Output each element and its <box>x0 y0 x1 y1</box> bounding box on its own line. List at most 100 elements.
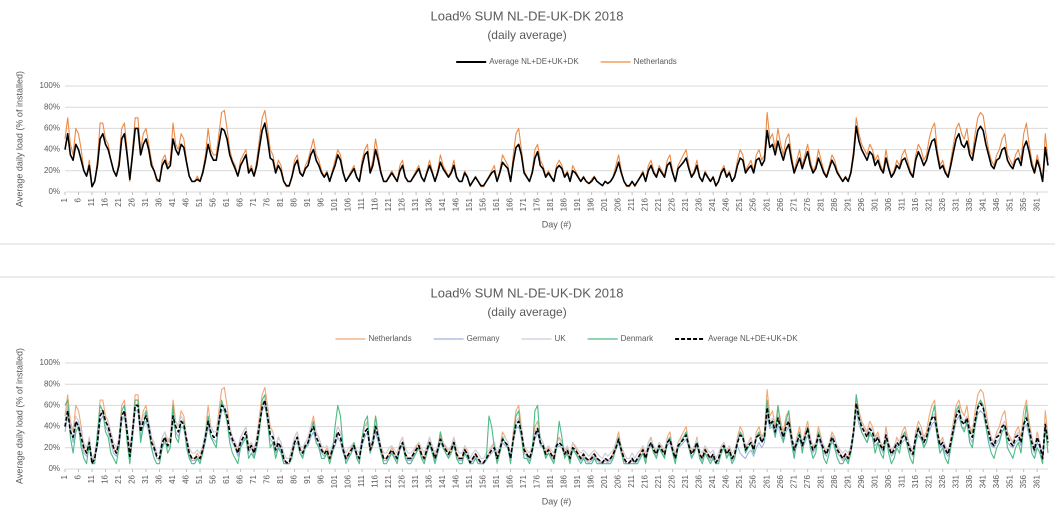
x-tick-label: 316 <box>911 197 920 211</box>
x-tick-label: 326 <box>938 197 947 211</box>
x-tick-label: 61 <box>222 197 231 206</box>
x-tick-label: 161 <box>492 197 501 211</box>
x-tick-label: 136 <box>425 197 434 211</box>
y-axis-label: Average daily load (% of installed) <box>14 71 24 207</box>
x-tick-label: 216 <box>641 474 650 488</box>
x-tick-label: 256 <box>749 474 758 488</box>
x-tick-label: 221 <box>654 197 663 211</box>
x-tick-label: 296 <box>857 197 866 211</box>
x-tick-label: 206 <box>614 474 623 488</box>
x-tick-label: 351 <box>1005 197 1014 211</box>
x-tick-label: 331 <box>951 197 960 211</box>
y-tick-label: 0% <box>48 464 60 473</box>
chart-title: Load% SUM NL-DE-UK-DK 2018 <box>431 8 624 23</box>
x-tick-label: 356 <box>1019 197 1028 211</box>
x-tick-label: 31 <box>141 474 150 483</box>
x-tick-label: 251 <box>735 474 744 488</box>
x-tick-label: 196 <box>587 197 596 211</box>
x-tick-label: 86 <box>290 197 299 206</box>
legend: Netherlands Germany UK Denmark Average NL+DE… <box>335 334 798 343</box>
x-tick-label: 71 <box>249 197 258 206</box>
chart: Load% SUM NL-DE-UK-DK 2018 (daily average… <box>14 285 1049 506</box>
x-tick-label: 336 <box>965 474 974 488</box>
x-tick-label: 121 <box>384 474 393 488</box>
x-tick-label: 286 <box>830 474 839 488</box>
x-tick-label: 41 <box>168 474 177 483</box>
x-tick-label: 76 <box>263 474 272 483</box>
x-tick-label: 231 <box>681 474 690 488</box>
x-tick-label: 56 <box>209 197 218 206</box>
x-tick-label: 91 <box>303 197 312 206</box>
x-tick-label: 166 <box>506 474 515 488</box>
y-tick-label: 40% <box>44 145 60 154</box>
x-tick-label: 66 <box>236 197 245 206</box>
x-tick-label: 346 <box>992 474 1001 488</box>
x-tick-label: 196 <box>587 474 596 488</box>
x-tick-label: 111 <box>357 197 366 210</box>
x-tick-label: 146 <box>452 474 461 488</box>
x-tick-label: 356 <box>1019 474 1028 488</box>
x-tick-label: 206 <box>614 197 623 211</box>
x-tick-label: 291 <box>843 197 852 211</box>
x-tick-label: 61 <box>222 474 231 483</box>
x-tick-label: 321 <box>924 474 933 488</box>
series-line <box>64 122 1049 188</box>
x-tick-label: 276 <box>803 474 812 488</box>
legend: Average NL+DE+UK+DK Netherlands <box>456 57 677 66</box>
x-tick-label: 211 <box>627 474 636 487</box>
y-tick-label: 80% <box>44 102 60 111</box>
x-tick-label: 266 <box>776 474 785 488</box>
chart-subtitle: (daily average) <box>487 305 566 319</box>
x-tick-label: 101 <box>330 474 339 488</box>
x-tick-label: 296 <box>857 474 866 488</box>
x-tick-label: 271 <box>789 474 798 488</box>
x-tick-label: 311 <box>897 474 906 487</box>
x-tick-label: 51 <box>195 474 204 483</box>
legend-label: Germany <box>467 334 500 343</box>
x-tick-label: 41 <box>168 197 177 206</box>
x-tick-label: 126 <box>398 197 407 211</box>
x-tick-label: 106 <box>344 197 353 211</box>
x-tick-label: 211 <box>627 197 636 210</box>
x-tick-label: 16 <box>101 197 110 206</box>
x-tick-label: 306 <box>884 197 893 211</box>
x-tick-label: 271 <box>789 197 798 211</box>
x-tick-label: 261 <box>762 197 771 211</box>
x-tick-label: 11 <box>87 197 96 206</box>
series-line <box>64 394 1049 465</box>
x-tick-label: 136 <box>425 474 434 488</box>
x-tick-label: 226 <box>668 197 677 211</box>
x-tick-label: 291 <box>843 474 852 488</box>
x-tick-label: 91 <box>303 474 312 483</box>
x-tick-label: 221 <box>654 474 663 488</box>
x-tick-label: 31 <box>141 197 150 206</box>
x-tick-label: 21 <box>114 474 123 483</box>
x-tick-label: 236 <box>695 197 704 211</box>
y-axis-label: Average daily load (% of installed) <box>14 348 24 484</box>
x-tick-label: 311 <box>897 197 906 210</box>
x-tick-label: 241 <box>708 474 717 488</box>
x-tick-label: 306 <box>884 474 893 488</box>
x-tick-label: 201 <box>600 474 609 488</box>
x-tick-label: 1 <box>60 474 69 479</box>
x-tick-label: 186 <box>560 474 569 488</box>
x-tick-label: 246 <box>722 474 731 488</box>
x-tick-label: 156 <box>479 474 488 488</box>
x-tick-label: 151 <box>465 474 474 488</box>
x-tick-label: 141 <box>438 474 447 488</box>
legend-label: UK <box>555 334 567 343</box>
y-tick-label: 40% <box>44 422 60 431</box>
x-tick-label: 281 <box>816 474 825 488</box>
x-tick-label: 321 <box>924 197 933 211</box>
y-tick-label: 0% <box>48 187 60 196</box>
x-tick-label: 71 <box>249 474 258 483</box>
x-tick-label: 186 <box>560 197 569 211</box>
x-tick-label: 21 <box>114 197 123 206</box>
y-tick-label: 80% <box>44 379 60 388</box>
x-tick-label: 51 <box>195 197 204 206</box>
x-tick-label: 116 <box>371 474 380 487</box>
x-tick-label: 216 <box>641 197 650 211</box>
x-tick-label: 361 <box>1032 474 1041 488</box>
